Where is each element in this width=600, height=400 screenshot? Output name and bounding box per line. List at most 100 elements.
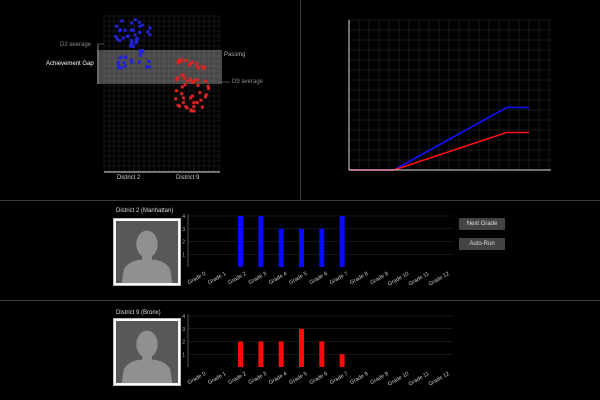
scatter-point-d2 [135, 40, 139, 44]
district-2-x-tick: Grade 1 [207, 271, 227, 286]
scatter-point-d9 [175, 89, 178, 93]
scatter-point-d2 [129, 58, 133, 62]
district-9-bar [258, 341, 264, 367]
district-2-avatar [113, 218, 181, 286]
divider-top [0, 200, 600, 201]
scatter-point-d2 [147, 65, 151, 69]
scatter-point-d2 [135, 37, 139, 41]
scatter-point-d9 [188, 77, 192, 81]
scatter-point-d9 [196, 83, 200, 87]
divider-middle [0, 300, 600, 301]
district-2-bar [238, 216, 244, 267]
achievement-gap-label: Achievement Gap [46, 61, 94, 67]
district-9-y-tick: 2 [182, 340, 185, 346]
d2-average-label: D2 average [60, 42, 92, 48]
scatter-point-d9 [176, 61, 180, 65]
district-9-avatar [113, 318, 181, 386]
scatter-point-d9 [192, 101, 196, 105]
scatter-point-d9 [174, 97, 178, 101]
district-9-x-tick: Grade 7 [329, 371, 349, 386]
scatter-point-d9 [202, 67, 206, 71]
district-9-x-tick: Grade 5 [288, 371, 308, 386]
scatter-point-d2 [138, 49, 142, 53]
scatter-point-d2 [123, 28, 127, 32]
scatter-point-d2 [125, 34, 129, 38]
scatter-point-d9 [192, 109, 196, 113]
scatter-point-d9 [190, 60, 194, 64]
scatter-point-d2 [129, 44, 133, 48]
district-9-y-tick: 3 [182, 327, 185, 333]
scatter-point-d9 [195, 101, 199, 105]
person-silhouette-icon [114, 219, 180, 285]
district-2-x-tick: Grade 5 [288, 271, 308, 286]
scatter-point-d9 [207, 86, 211, 90]
district-2-title: District 2 (Manhattan) [116, 208, 174, 214]
scatter-point-d9 [199, 98, 203, 102]
passing-label: Passing [224, 52, 246, 58]
scatter-point-d2 [120, 66, 124, 70]
scatter-point-d2 [114, 35, 118, 38]
district-9-x-tick: Grade 8 [349, 371, 369, 386]
scatter-point-d2 [138, 31, 142, 34]
scatter-point-d2 [140, 49, 144, 52]
scatter-point-d2 [130, 28, 134, 32]
scatter-point-d9 [184, 59, 188, 63]
district-2-x-tick: Grade 7 [329, 271, 349, 286]
scatter-point-d2 [148, 26, 152, 30]
scatter-point-d2 [138, 53, 142, 57]
scatter-point-d9 [192, 105, 196, 109]
district-2-x-tick: Grade 10 [387, 271, 410, 288]
scatter-point-d2 [129, 41, 133, 45]
scatter-point-d2 [138, 24, 142, 28]
next-grade-button[interactable]: Next Grade [459, 218, 505, 230]
scatter-point-d2 [123, 55, 127, 59]
district-2-x-tick: Grade 2 [227, 271, 247, 286]
scatter-point-d2 [116, 63, 120, 67]
scatter-point-d9 [189, 109, 193, 113]
district-2-x-tick: Grade 6 [309, 271, 329, 286]
scatter-point-d2 [114, 24, 118, 28]
x-label-district-9: District 9 [176, 175, 200, 181]
district-9-x-tick: Grade 0 [187, 371, 207, 386]
district-2-y-tick: 1 [182, 252, 185, 258]
scatter-point-d9 [181, 101, 185, 105]
line-chart-panel [301, 0, 600, 200]
scatter-point-d9 [198, 91, 202, 95]
scatter-point-d2 [117, 66, 121, 70]
district-2-x-tick: Grade 4 [268, 271, 288, 286]
scatter-point-d2 [146, 30, 150, 34]
scatter-point-d9 [187, 63, 191, 67]
scatter-point-d9 [180, 92, 184, 96]
district-9-x-tick: Grade 12 [428, 371, 451, 388]
district-9-x-tick: Grade 4 [268, 371, 288, 386]
scatter-point-d2 [116, 60, 120, 64]
scatter-panel: D2 average Achievement Gap Passing D9 av… [0, 0, 300, 200]
district-9-x-tick: Grade 9 [369, 371, 389, 386]
scatter-point-d2 [137, 20, 141, 24]
person-silhouette-icon [114, 319, 180, 385]
district-2-x-tick: Grade 11 [408, 271, 431, 287]
scatter-point-d9 [176, 59, 180, 63]
auto-run-button[interactable]: Auto-Run [459, 238, 505, 250]
scatter-point-d9 [175, 78, 179, 82]
scatter-point-d9 [178, 104, 182, 108]
district-9-x-tick: Grade 6 [309, 371, 329, 386]
scatter-point-d9 [191, 81, 195, 85]
district-9-y-tick: 1 [182, 352, 185, 358]
scatter-point-d2 [147, 60, 151, 63]
district-2-y-tick: 2 [182, 240, 185, 246]
scatter-point-d2 [148, 33, 152, 37]
scatter-plot [97, 15, 230, 173]
scatter-point-d9 [181, 96, 185, 100]
scatter-point-d9 [206, 84, 210, 88]
district-9-bar [339, 354, 345, 367]
scatter-point-d9 [204, 93, 208, 97]
scatter-point-d2 [120, 19, 124, 23]
district-2-panel: District 2 (Manhattan) 1 2 3 4 Grade 0 Grade … [0, 201, 600, 300]
scatter-point-d9 [204, 95, 207, 99]
scatter-point-d2 [130, 39, 134, 42]
scatter-point-d2 [123, 64, 127, 68]
scatter-point-d2 [118, 39, 122, 43]
district-2-x-tick: Grade 3 [248, 271, 268, 286]
